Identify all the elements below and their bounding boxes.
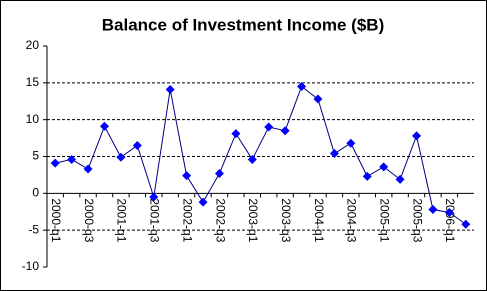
data-point xyxy=(444,207,454,217)
x-tick-label: 2004-q1 xyxy=(312,198,326,242)
y-tick-label: 15 xyxy=(26,75,40,89)
data-point xyxy=(412,131,422,141)
data-point xyxy=(231,129,241,139)
x-tick-label: 2006-q1 xyxy=(443,198,457,242)
series-line xyxy=(55,85,467,225)
chart-title: Balance of Investment Income ($B) xyxy=(102,15,384,34)
x-tick-label: 2002-q1 xyxy=(180,198,194,242)
x-tick-label: 2000-q3 xyxy=(82,198,96,242)
x-tick-label: 2003-q1 xyxy=(246,198,260,242)
data-point xyxy=(198,197,208,207)
data-point xyxy=(329,149,339,159)
x-tick-label: 2001-q1 xyxy=(115,198,129,242)
x-tick-label: 2003-q3 xyxy=(279,198,293,242)
data-point xyxy=(214,168,224,178)
data-point xyxy=(264,122,274,132)
data-point xyxy=(346,138,356,148)
y-tick-label: 5 xyxy=(32,149,39,163)
data-point xyxy=(67,154,77,164)
y-tick-label: 0 xyxy=(32,186,39,200)
data-point xyxy=(395,174,405,184)
data-point xyxy=(149,192,159,202)
y-tick-label: 10 xyxy=(26,112,40,126)
y-tick-label: 20 xyxy=(26,38,40,52)
data-point xyxy=(247,154,257,164)
data-point xyxy=(132,140,142,150)
data-point xyxy=(116,152,126,162)
data-point xyxy=(461,219,471,229)
data-point xyxy=(99,121,109,131)
x-tick-label: 2001-q3 xyxy=(148,198,162,242)
data-point xyxy=(428,205,438,215)
x-tick-label: 2004-q3 xyxy=(345,198,359,242)
x-tick-label: 2005-q3 xyxy=(410,198,424,242)
data-point xyxy=(379,162,389,172)
data-point xyxy=(362,171,372,181)
data-point xyxy=(165,84,175,94)
data-point xyxy=(50,158,60,168)
data-point xyxy=(313,94,323,104)
x-tick-label: 2005-q1 xyxy=(378,198,392,242)
x-tick-label: 2000-q1 xyxy=(49,198,63,242)
y-tick-label: -10 xyxy=(22,259,40,273)
data-point xyxy=(280,126,290,136)
data-point xyxy=(182,171,192,181)
y-tick-label: -5 xyxy=(28,222,39,236)
x-tick-label: 2002-q3 xyxy=(213,198,227,242)
data-point xyxy=(83,164,93,174)
data-point xyxy=(297,82,307,92)
